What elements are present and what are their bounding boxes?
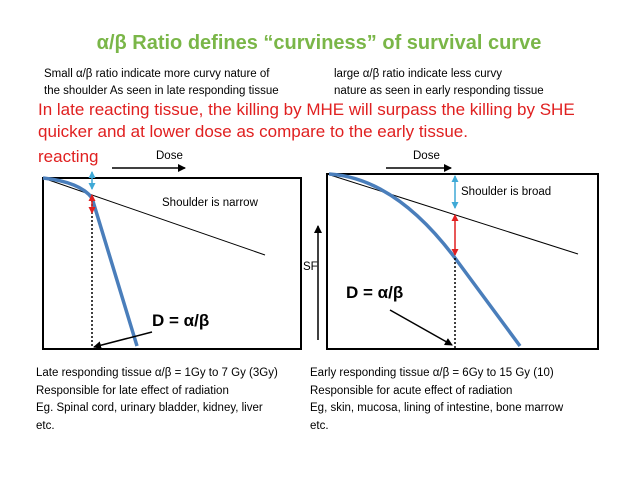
right-d-label: D = α/β bbox=[346, 283, 404, 302]
left-dose-label: Dose bbox=[156, 150, 183, 162]
left-d-label: D = α/β bbox=[152, 311, 210, 330]
right-footer-line: Early responding tissue α/β = 6Gy to 15 … bbox=[310, 367, 554, 379]
left-d-arrow bbox=[93, 331, 153, 350]
left-description-line: Small α/β ratio indicate more curvy natu… bbox=[44, 68, 270, 80]
left-footer-line: Responsible for late effect of radiation bbox=[36, 384, 229, 397]
left-description-line: the shoulder As seen in late responding … bbox=[44, 85, 279, 97]
right-footer-line: etc. bbox=[310, 419, 329, 432]
left-footer-line: etc. bbox=[36, 419, 55, 432]
right-survival-curve bbox=[328, 172, 522, 348]
right-d-arrow bbox=[389, 309, 453, 346]
right-footer-line: Responsible for acute effect of radiatio… bbox=[310, 384, 513, 397]
right-footer: Early responding tissue α/β = 6Gy to 15 … bbox=[310, 365, 563, 435]
left-tangent-line bbox=[42, 177, 266, 256]
left-plot-frame bbox=[42, 177, 302, 350]
right-description: large α/β ratio indicate less curvy natu… bbox=[334, 66, 544, 100]
right-dose-label: Dose bbox=[413, 150, 440, 162]
right-plot-frame bbox=[326, 173, 599, 350]
right-description-line: nature as seen in early responding tissu… bbox=[334, 85, 544, 97]
left-footer-line: Late responding tissue α/β = 1Gy to 7 Gy… bbox=[36, 367, 278, 379]
right-shoulder-label: Shoulder is broad bbox=[461, 186, 552, 198]
left-description: Small α/β ratio indicate more curvy natu… bbox=[44, 66, 279, 100]
right-footer-line: Eg, skin, mucosa, lining of intestine, b… bbox=[310, 402, 564, 414]
right-description-line: large α/β ratio indicate less curvy bbox=[334, 68, 502, 80]
left-footer-line: Eg. Spinal cord, urinary bladder, kidney… bbox=[36, 402, 263, 414]
slide-title: α/β Ratio defines “curviness” of surviva… bbox=[96, 32, 542, 54]
left-footer: Late responding tissue α/β = 1Gy to 7 Gy… bbox=[36, 365, 278, 435]
left-shoulder-label: Shoulder is narrow bbox=[162, 197, 258, 209]
red-note-overlap: reacting bbox=[38, 147, 99, 166]
left-survival-curve bbox=[42, 176, 139, 347]
sf-label: SF bbox=[303, 261, 318, 273]
red-note: In late reacting tissue, the killing by … bbox=[38, 100, 575, 141]
